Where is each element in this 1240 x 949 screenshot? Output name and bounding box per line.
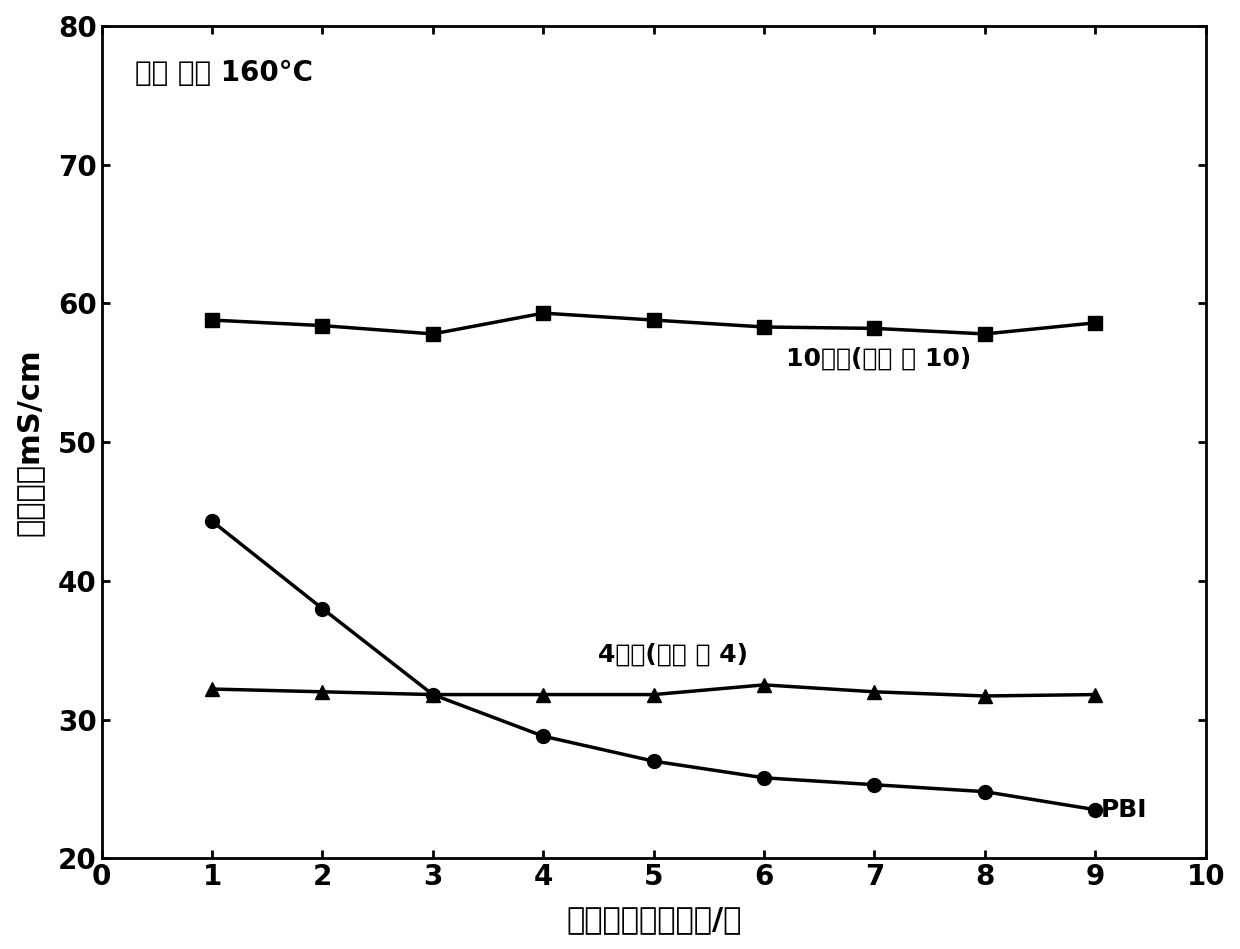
Text: PBI: PBI xyxy=(1101,798,1147,822)
X-axis label: 去离子水浸泡次数/次: 去离子水浸泡次数/次 xyxy=(565,905,742,934)
Y-axis label: 电导率／mS/cm: 电导率／mS/cm xyxy=(15,348,43,536)
Text: 测试 温度 160°C: 测试 温度 160°C xyxy=(135,60,312,87)
Text: 4号膜(实施 例 4): 4号膜(实施 例 4) xyxy=(599,642,749,666)
Text: 10号膜(实施 例 10): 10号膜(实施 例 10) xyxy=(786,346,971,371)
